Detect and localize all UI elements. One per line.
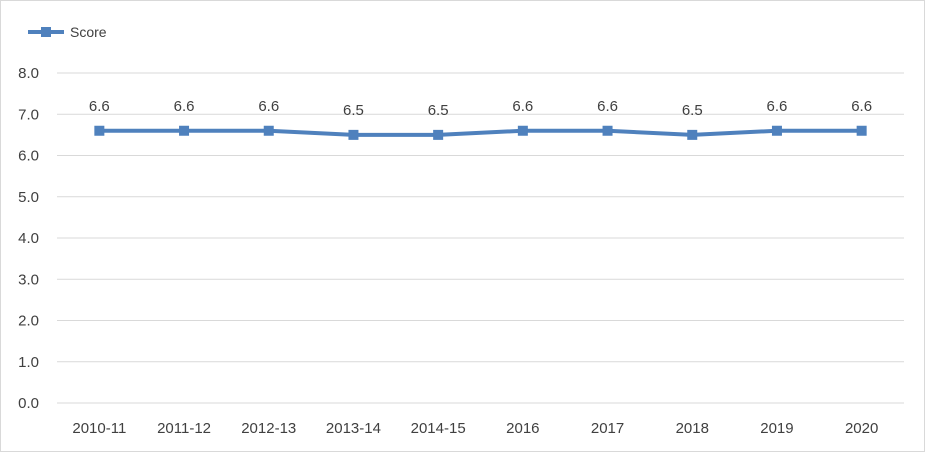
data-point [348,129,359,140]
y-tick-label: 1.0 [18,354,39,371]
x-tick-label: 2017 [591,420,624,437]
data-point [179,125,190,136]
data-label: 6.5 [343,102,364,119]
data-label: 6.6 [512,98,533,115]
x-tick-label: 2016 [506,420,539,437]
data-point [433,129,444,140]
x-tick-label: 2019 [760,420,793,437]
y-tick-label: 8.0 [18,65,39,82]
data-label: 6.6 [597,98,618,115]
x-tick-label: 2018 [676,420,709,437]
y-tick-label: 6.0 [18,148,39,165]
data-label: 6.5 [682,102,703,119]
data-label: 6.6 [767,98,788,115]
x-tick-label: 2014-15 [411,420,466,437]
y-tick-label: 2.0 [18,313,39,330]
y-tick-label: 5.0 [18,189,39,206]
data-labels: 6.6 6.6 6.6 6.5 6.5 6.6 6.6 6.5 6.6 6.6 [89,98,872,119]
data-point [687,129,698,140]
x-axis: 2010-11 2011-12 2012-13 2013-14 2014-15 2016 2… [72,420,878,437]
y-tick-label: 3.0 [18,271,39,288]
x-tick-label: 2020 [845,420,878,437]
data-point [94,125,105,136]
y-tick-label: 4.0 [18,230,39,247]
data-point [517,125,528,136]
legend: Score [28,24,107,40]
y-tick-label: 7.0 [18,106,39,123]
data-point [771,125,782,136]
data-point [263,125,274,136]
x-tick-label: 2013-14 [326,420,381,437]
series-layer [94,125,867,140]
data-point [856,125,867,136]
data-label: 6.6 [258,98,279,115]
x-tick-label: 2011-12 [157,420,211,437]
data-label: 6.6 [174,98,195,115]
y-tick-label: 0.0 [18,395,39,412]
legend-marker-icon [41,27,51,37]
series-line [99,128,862,137]
gridlines [57,72,904,404]
data-label: 6.6 [89,98,110,115]
x-tick-label: 2010-11 [72,420,126,437]
data-point [602,125,613,136]
legend-label: Score [70,24,107,40]
y-axis-labels: 0.0 1.0 2.0 3.0 4.0 5.0 6.0 7.0 8.0 [18,65,39,412]
x-tick-label: 2012-13 [241,420,296,437]
data-label: 6.5 [428,102,449,119]
data-label: 6.6 [851,98,872,115]
